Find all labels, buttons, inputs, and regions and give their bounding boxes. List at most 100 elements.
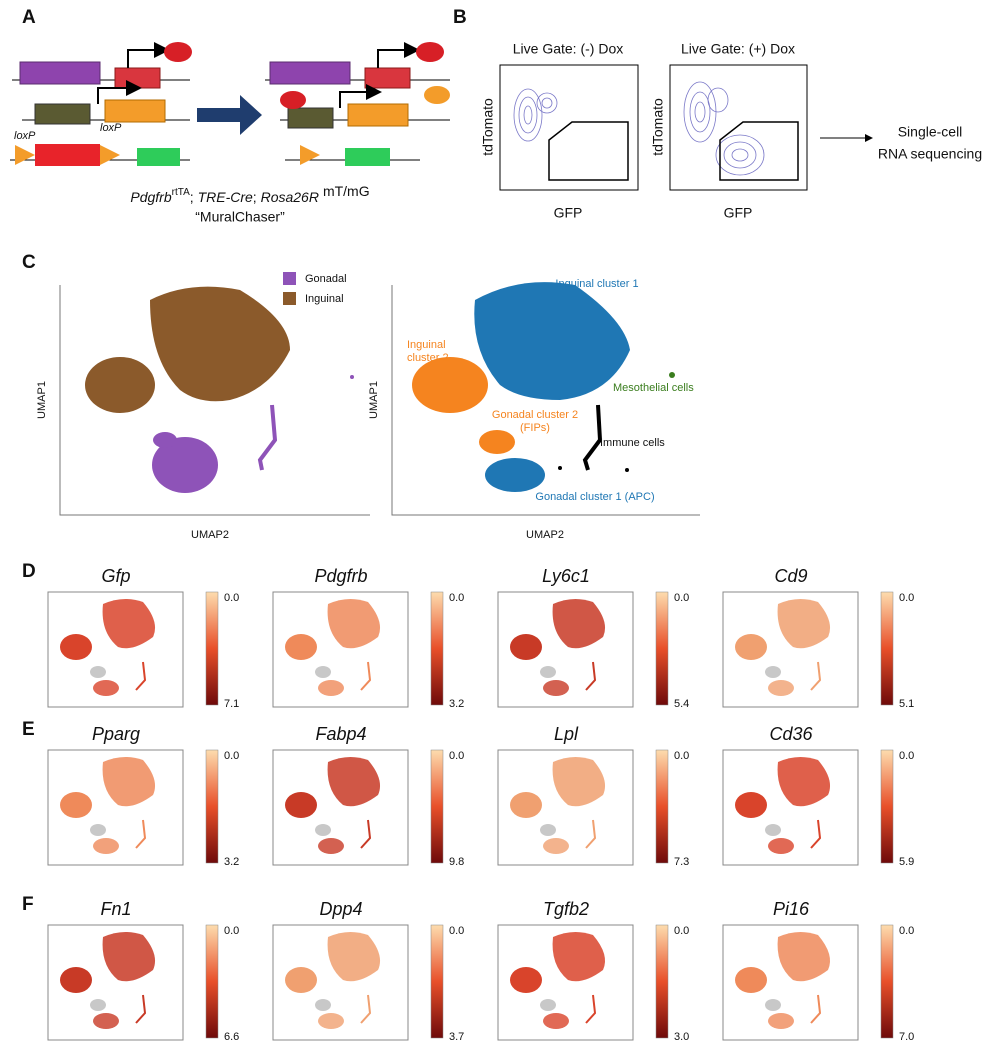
panel-letter: B bbox=[453, 7, 467, 28]
legend-label: Inguinal bbox=[305, 293, 344, 305]
umap-thumbnail bbox=[735, 756, 831, 854]
plot-box bbox=[272, 924, 409, 1041]
cells bbox=[285, 634, 317, 660]
cells bbox=[360, 661, 372, 691]
colorbar-label: 6.6 bbox=[224, 1031, 239, 1043]
umap-thumbnail bbox=[285, 931, 381, 1029]
gate bbox=[548, 121, 629, 181]
plot-box bbox=[272, 749, 409, 866]
colorbar-label: 5.1 bbox=[899, 698, 914, 710]
gene-title: Dpp4 bbox=[319, 899, 362, 919]
colorbar bbox=[205, 591, 219, 706]
cells bbox=[102, 756, 156, 807]
loxp-label: loxP bbox=[100, 122, 122, 134]
plot-box bbox=[47, 591, 184, 708]
cluster-label: Immune cells bbox=[600, 437, 665, 449]
nickname: “MuralChaser” bbox=[195, 209, 285, 225]
cells bbox=[777, 931, 831, 982]
colorbar bbox=[430, 924, 444, 1039]
cells bbox=[552, 756, 606, 807]
cells bbox=[735, 634, 767, 660]
superscript: rtTA bbox=[172, 187, 190, 198]
cells bbox=[543, 680, 569, 696]
umap-thumbnail bbox=[285, 756, 381, 854]
feature-panels: D Gfp 0.0 7.1 Pdgfrb 0.0 3.2 Ly6c1 0.0 5.4 Cd9 0.0 5… bbox=[22, 561, 914, 1043]
cells bbox=[810, 994, 822, 1024]
legend-label: Gonadal bbox=[305, 273, 347, 285]
cells bbox=[90, 824, 106, 836]
colorbar-label: 3.2 bbox=[224, 856, 239, 868]
colorbar-label: 7.0 bbox=[899, 1031, 914, 1043]
gene: Rosa26R bbox=[261, 189, 319, 205]
cells bbox=[60, 634, 92, 660]
cells bbox=[510, 634, 542, 660]
cells bbox=[93, 1013, 119, 1029]
construct-diagram bbox=[10, 42, 450, 166]
plot-box bbox=[47, 749, 184, 866]
cells bbox=[318, 838, 344, 854]
cells bbox=[90, 999, 106, 1011]
cells bbox=[540, 999, 556, 1011]
cells bbox=[135, 661, 147, 691]
facs-box bbox=[499, 64, 639, 191]
separator: ; bbox=[253, 189, 261, 205]
cells bbox=[810, 819, 822, 849]
colorbar-label: 0.0 bbox=[674, 750, 689, 762]
result-text: Single-cell bbox=[898, 124, 963, 140]
umap-thumbnail bbox=[510, 756, 606, 854]
colorbar-label: 3.2 bbox=[449, 698, 464, 710]
cells bbox=[327, 598, 381, 649]
cells bbox=[543, 1013, 569, 1029]
y-label: tdTomato bbox=[650, 98, 666, 156]
colorbar-label: 0.0 bbox=[224, 592, 239, 604]
gene-title: Pparg bbox=[92, 724, 140, 744]
genotype: PdgfrbrtTA; TRE-Cre; Rosa26R mT/mG bbox=[130, 183, 369, 205]
superscript: mT/mG bbox=[323, 183, 370, 199]
gene-title: Fabp4 bbox=[315, 724, 366, 744]
colorbar-label: 0.0 bbox=[899, 592, 914, 604]
colorbar-label: 9.8 bbox=[449, 856, 464, 868]
colorbar-label: 7.3 bbox=[674, 856, 689, 868]
cells bbox=[327, 931, 381, 982]
colorbar-label: 0.0 bbox=[449, 925, 464, 937]
plot-box bbox=[497, 749, 634, 866]
colorbar-label: 0.0 bbox=[224, 925, 239, 937]
umap-thumbnail bbox=[510, 931, 606, 1029]
loxp-label: loxP bbox=[14, 130, 36, 142]
plot-box bbox=[497, 924, 634, 1041]
separator: ; bbox=[190, 189, 198, 205]
plot-box bbox=[722, 591, 859, 708]
x-label: GFP bbox=[724, 205, 753, 221]
colorbar-label: 5.9 bbox=[899, 856, 914, 868]
cells bbox=[285, 967, 317, 993]
facs-box bbox=[669, 64, 808, 191]
cluster-label: Gonadal cluster 2 bbox=[492, 409, 578, 421]
gene-title: Gfp bbox=[101, 566, 130, 586]
cells bbox=[765, 666, 781, 678]
gate bbox=[719, 121, 799, 181]
colorbar-label: 0.0 bbox=[449, 592, 464, 604]
panel-letter: D bbox=[22, 561, 36, 582]
colorbar-label: 0.0 bbox=[674, 925, 689, 937]
cells bbox=[93, 838, 119, 854]
cells bbox=[102, 598, 156, 649]
x-label: UMAP2 bbox=[191, 529, 229, 541]
contours bbox=[513, 81, 765, 176]
umap-thumbnail bbox=[285, 598, 381, 696]
cells bbox=[102, 931, 156, 982]
cells bbox=[90, 666, 106, 678]
cells bbox=[543, 838, 569, 854]
colorbar bbox=[655, 591, 669, 706]
cells bbox=[585, 819, 597, 849]
gene: Pdgfrb bbox=[130, 189, 171, 205]
panel-letter: E bbox=[22, 719, 35, 740]
colorbar-label: 3.0 bbox=[674, 1031, 689, 1043]
colorbar-label: 7.1 bbox=[224, 698, 239, 710]
umap-right bbox=[412, 282, 675, 492]
cells bbox=[735, 792, 767, 818]
umap-thumbnail bbox=[735, 598, 831, 696]
cells bbox=[93, 680, 119, 696]
x-label: UMAP2 bbox=[526, 529, 564, 541]
cells bbox=[318, 1013, 344, 1029]
colorbar-label: 0.0 bbox=[224, 750, 239, 762]
